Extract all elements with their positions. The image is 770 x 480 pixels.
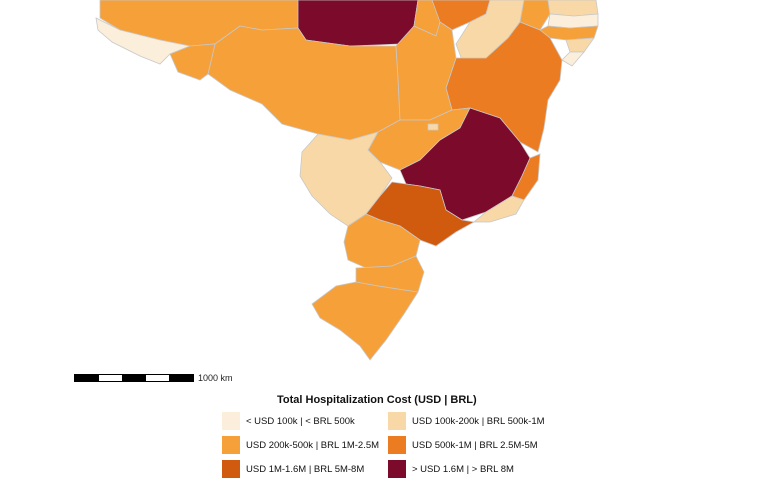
state-tocantins [395,21,457,121]
legend-label: USD 200k-500k | BRL 1M-2.5M [246,439,380,451]
state-acre [95,17,192,65]
legend-item: < USD 100k | < BRL 500k [222,412,355,430]
legend-label: > USD 1.6M | > BRL 8M [412,463,514,475]
state-pernambuco [539,25,599,41]
legend-label: USD 100k-200k | BRL 500k-1M [412,415,545,427]
legend-swatch [388,460,406,478]
legend-label: USD 1M-1.6M | BRL 5M-8M [246,463,365,475]
legend-item: USD 1M-1.6M | BRL 5M-8M [222,460,364,478]
legend-swatch [222,412,240,430]
state-rio-grande-do-norte [547,0,599,17]
scale-bar-label: 1000 km [198,373,233,383]
state-mato-grosso-do-sul [299,131,393,227]
legend-label: USD 500k-1M | BRL 2.5M-5M [412,439,538,451]
scale-bar-segment [75,375,99,381]
state-ceara [519,0,551,31]
legend-title: Total Hospitalization Cost (USD | BRL) [277,394,477,406]
state-rio-grande-do-sul [311,281,419,361]
scale-bar-segment [169,375,193,381]
legend-swatch [388,436,406,454]
scale-bar-segment [98,375,123,381]
state-alagoas [565,37,595,53]
legend-item: USD 200k-500k | BRL 1M-2.5M [222,436,379,454]
state-sergipe [561,51,585,67]
legend-item: USD 500k-1M | BRL 2.5M-5M [388,436,538,454]
state-paraiba [547,13,599,29]
scale-bar [74,374,194,382]
scale-bar-segment [145,375,170,381]
state-para [297,0,419,47]
legend-label: < USD 100k | < BRL 500k [246,415,355,427]
state-rondonia [169,43,216,81]
legend-item: USD 100k-200k | BRL 500k-1M [388,412,545,430]
legend-swatch [388,412,406,430]
legend-swatch [222,460,240,478]
scale-bar-segment [122,375,146,381]
legend-item: > USD 1.6M | > BRL 8M [388,460,514,478]
state-distrito-federal [427,123,439,131]
legend-swatch [222,436,240,454]
